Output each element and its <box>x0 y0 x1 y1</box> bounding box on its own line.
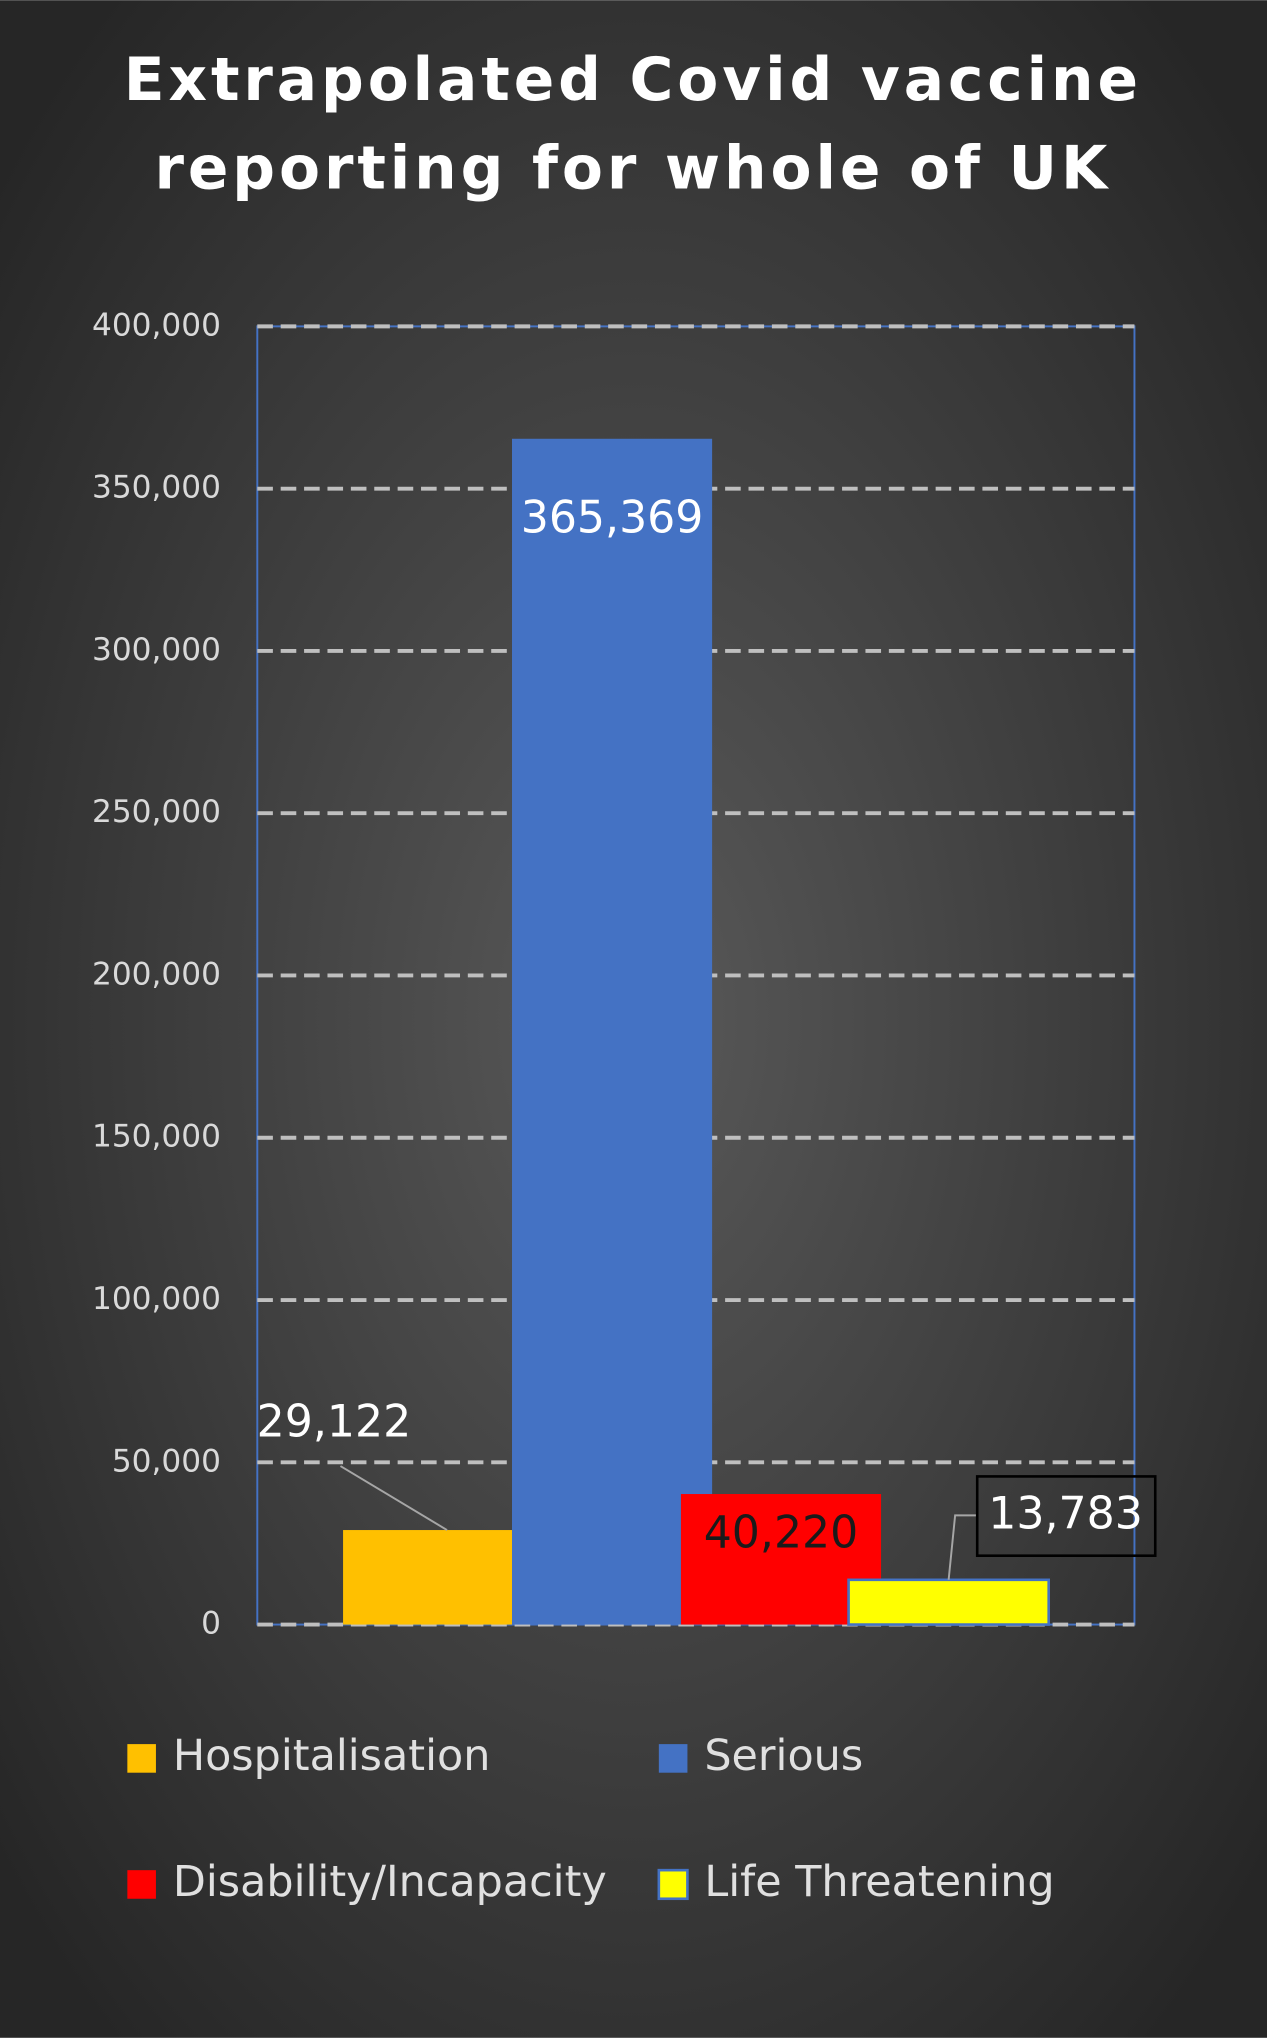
leader-line <box>947 1514 978 1580</box>
y-tick-label: 400,000 <box>92 307 221 343</box>
data-label: 40,220 <box>704 1508 859 1559</box>
legend-label: Disability/Incapacity <box>173 1857 607 1907</box>
legend-label: Serious <box>704 1731 863 1781</box>
y-tick-label: 350,000 <box>92 470 221 506</box>
leader-line <box>339 1465 448 1531</box>
data-label: 365,369 <box>521 493 704 544</box>
bar <box>511 438 713 1625</box>
label-box <box>975 1475 1157 1557</box>
y-tick-label: 150,000 <box>92 1119 221 1155</box>
y-tick-label: 100,000 <box>92 1281 221 1317</box>
legend-swatch <box>657 1868 689 1901</box>
bar <box>847 1578 1050 1626</box>
y-tick-label: 250,000 <box>92 794 221 830</box>
legend-label: Life Threatening <box>704 1857 1054 1907</box>
y-tick-label: 200,000 <box>92 956 221 992</box>
chart-title: reporting for whole of UK <box>155 134 1112 203</box>
legend-swatch <box>658 1744 688 1773</box>
data-label: 13,783 <box>988 1489 1143 1540</box>
legend-label: Hospitalisation <box>173 1731 491 1781</box>
legend-swatch <box>127 1744 156 1773</box>
bar <box>343 1530 512 1625</box>
data-label: 29,122 <box>257 1396 412 1447</box>
y-tick-label: 0 <box>201 1606 221 1642</box>
y-tick-label: 50,000 <box>112 1443 221 1479</box>
chart-title: Extrapolated Covid vaccine <box>124 46 1142 115</box>
legend-swatch <box>127 1870 156 1899</box>
y-tick-label: 300,000 <box>92 632 221 668</box>
